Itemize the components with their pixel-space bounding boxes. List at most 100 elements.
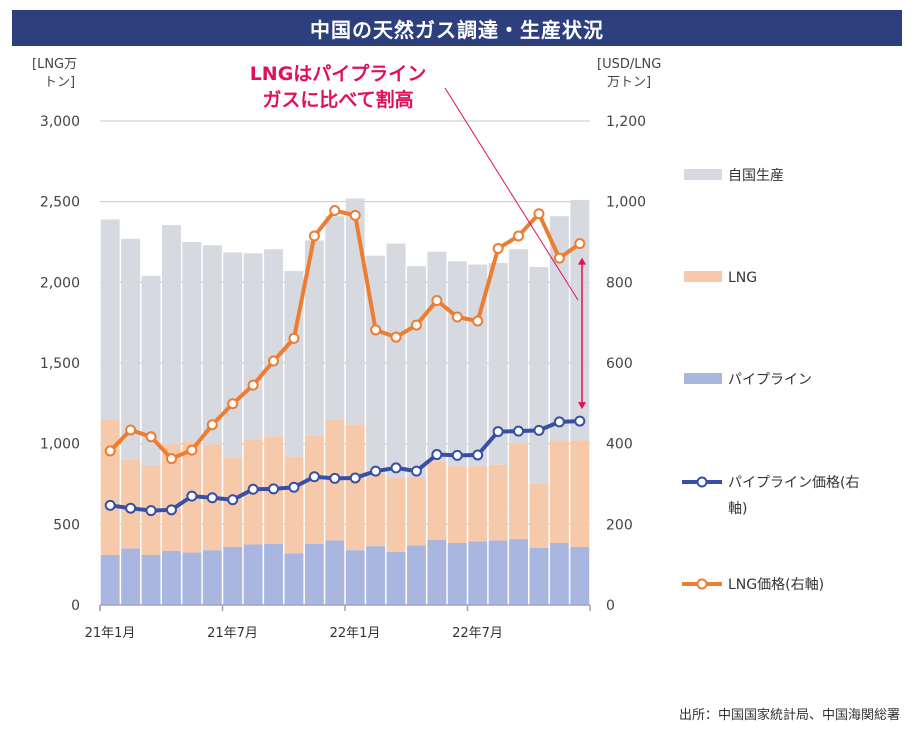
bar-LNG — [366, 473, 386, 547]
bar-パイプライン — [488, 540, 508, 605]
point-パイプライン価格(右軸) — [206, 492, 218, 504]
point-LNG価格(右軸) — [533, 208, 545, 220]
legend-swatch-marker — [696, 476, 708, 488]
point-LNG価格(右軸) — [451, 311, 463, 323]
bar-パイプライン — [162, 550, 181, 605]
bar-自国生産 — [243, 253, 263, 440]
left-tick-label: 3,000 — [40, 114, 80, 130]
bar-パイプライン — [202, 550, 222, 605]
bar-パイプライン — [325, 540, 345, 605]
left-axis-title: [LNG万 — [32, 57, 77, 72]
bar-パイプライン — [121, 548, 141, 605]
left-tick-label: 0 — [71, 598, 80, 614]
point-パイプライン価格(右軸) — [431, 449, 443, 461]
bar-パイプライン — [386, 551, 406, 605]
bar-自国生産 — [468, 264, 488, 467]
point-パイプライン価格(右軸) — [268, 483, 280, 495]
bar-LNG — [407, 477, 426, 546]
point-パイプライン価格(右軸) — [288, 481, 300, 493]
bar-自国生産 — [223, 252, 243, 458]
legend-label: 軸) — [728, 501, 747, 517]
right-tick-label: 600 — [606, 356, 633, 372]
legend-label: パイプライン — [728, 372, 812, 388]
legend-swatch — [684, 271, 722, 282]
x-tick-label: 22年1月 — [330, 626, 381, 641]
point-LNG価格(右軸) — [125, 424, 137, 436]
bar-自国生産 — [447, 261, 467, 467]
bar-LNG — [447, 466, 467, 543]
bar-パイプライン — [570, 546, 590, 605]
bar-パイプライン — [304, 543, 324, 605]
left-tick-label: 1,500 — [40, 356, 80, 372]
line-series — [104, 205, 586, 517]
legend-swatch-marker — [696, 578, 708, 590]
left-tick-label: 2,500 — [40, 195, 80, 211]
bar-自国生産 — [304, 240, 324, 436]
point-LNG価格(右軸) — [145, 431, 157, 443]
bar-自国生産 — [488, 262, 508, 465]
point-LNG価格(右軸) — [104, 445, 116, 457]
bar-series — [100, 198, 590, 605]
point-LNG価格(右軸) — [206, 419, 218, 431]
bar-パイプライン — [284, 553, 304, 605]
bar-パイプライン — [509, 538, 528, 605]
point-パイプライン価格(右軸) — [308, 471, 320, 483]
legend-swatch — [684, 169, 722, 180]
bar-パイプライン — [223, 546, 243, 605]
bar-LNG — [345, 424, 365, 551]
point-LNG価格(右軸) — [574, 238, 586, 250]
point-LNG価格(右軸) — [410, 319, 422, 331]
bar-パイプライン — [366, 546, 386, 605]
left-tick-label: 500 — [53, 517, 80, 533]
point-パイプライン価格(右軸) — [125, 502, 137, 514]
axes: 0 500 1,000 1,500 2,000 2,500 3,000 0 200 400 600 8… — [32, 57, 661, 641]
bar-パイプライン — [427, 539, 447, 605]
point-LNG価格(右軸) — [227, 398, 239, 410]
right-tick-label: 1,200 — [606, 114, 646, 130]
bar-自国生産 — [407, 266, 426, 478]
bar-自国生産 — [182, 242, 202, 442]
point-パイプライン価格(右軸) — [390, 462, 402, 474]
x-tick-label: 21年1月 — [85, 626, 136, 641]
bar-自国生産 — [202, 245, 222, 445]
bar-パイプライン — [447, 542, 467, 605]
arrow-head-up — [578, 257, 586, 265]
point-LNG価格(右軸) — [492, 242, 504, 254]
point-パイプライン価格(右軸) — [104, 499, 116, 511]
point-LNG価格(右軸) — [431, 294, 443, 306]
bar-自国生産 — [345, 198, 365, 425]
bar-パイプライン — [243, 544, 263, 605]
point-LNG価格(右軸) — [349, 209, 361, 221]
source-note: 出所：中国国家統計局、中国海関総署 — [678, 708, 900, 723]
point-パイプライン価格(右軸) — [513, 425, 525, 437]
bar-LNG — [162, 444, 181, 551]
point-パイプライン価格(右軸) — [553, 416, 565, 428]
grid-lines — [100, 120, 590, 525]
legend-swatch — [684, 373, 722, 384]
bar-自国生産 — [141, 275, 161, 466]
legend-label: LNG — [728, 270, 757, 286]
bar-パイプライン — [345, 550, 365, 605]
legend-label: パイプライン価格(右 — [728, 475, 859, 491]
point-LNG価格(右軸) — [165, 453, 177, 465]
right-tick-label: 800 — [606, 275, 633, 291]
chart-title: 中国の天然ガス調達・生産状況 — [12, 10, 902, 46]
point-LNG価格(右軸) — [472, 315, 484, 327]
point-LNG価格(右軸) — [268, 355, 280, 367]
bar-自国生産 — [549, 216, 569, 441]
point-LNG価格(右軸) — [553, 252, 565, 264]
point-LNG価格(右軸) — [288, 332, 300, 344]
left-tick-label: 1,000 — [40, 437, 80, 453]
bar-LNG — [468, 466, 488, 542]
right-tick-label: 0 — [606, 598, 615, 614]
point-LNG価格(右軸) — [513, 230, 525, 242]
bar-自国生産 — [427, 251, 447, 462]
point-パイプライン価格(右軸) — [533, 424, 545, 436]
point-LNG価格(右軸) — [186, 444, 198, 456]
bar-LNG — [529, 484, 549, 548]
legend-label: 自国生産 — [728, 168, 784, 184]
point-パイプライン価格(右軸) — [370, 465, 382, 477]
